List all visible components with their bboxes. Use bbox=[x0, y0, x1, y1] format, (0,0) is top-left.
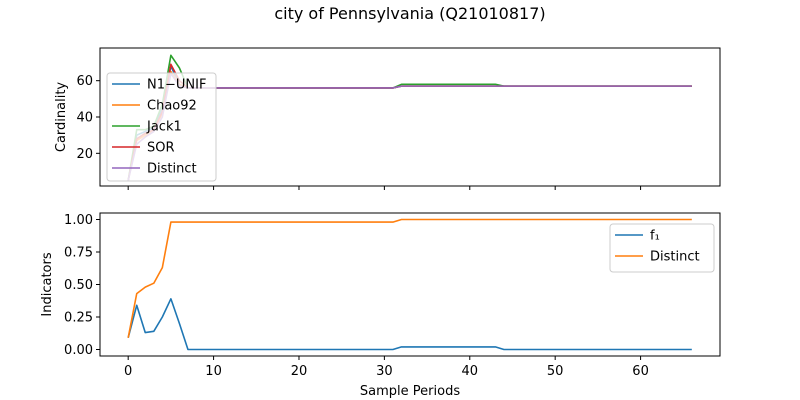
x-tick-label-1-2: 20 bbox=[291, 364, 308, 379]
y-tick-label-0-1: 40 bbox=[76, 111, 93, 126]
y-tick-label-0-0: 20 bbox=[76, 147, 93, 162]
y-axis-label-0: Cardinality bbox=[54, 82, 69, 153]
legend-label-0-3: SOR bbox=[147, 141, 175, 156]
legend-0: N1−UNIF Chao92 Jack1 SOR Distinct bbox=[106, 72, 217, 182]
x-tick-label-1-3: 30 bbox=[376, 364, 393, 379]
legend-label-0-2: Jack1 bbox=[146, 120, 182, 135]
x-tick-label-1-4: 40 bbox=[462, 364, 479, 379]
legend-box-0 bbox=[106, 72, 217, 182]
legend-label-0-0: N1−UNIF bbox=[147, 78, 206, 93]
legend-box-1 bbox=[609, 223, 715, 273]
x-tick-label-1-5: 50 bbox=[547, 364, 564, 379]
legend-label-0-4: Distinct bbox=[147, 162, 197, 177]
legend-label-1-1: Distinct bbox=[650, 250, 700, 265]
axes-bottom: 0.00 0.25 0.50 0.75 1.00 0 10 20 30 40 50 60 Indicat… bbox=[40, 212, 721, 399]
x-tick-label-1-0: 0 bbox=[124, 364, 132, 379]
y-axis-label-1: Indicators bbox=[40, 252, 55, 316]
y-tick-label-0-2: 60 bbox=[76, 74, 93, 89]
y-tick-label-1-0: 0.00 bbox=[64, 343, 93, 358]
x-tick-label-1-1: 10 bbox=[205, 364, 222, 379]
x-tick-label-1-6: 60 bbox=[632, 364, 649, 379]
y-tick-label-1-3: 0.75 bbox=[64, 246, 93, 261]
y-tick-label-1-4: 1.00 bbox=[64, 213, 93, 228]
y-tick-label-1-2: 0.50 bbox=[64, 278, 93, 293]
y-tick-label-1-1: 0.25 bbox=[64, 311, 93, 326]
legend-label-0-1: Chao92 bbox=[147, 99, 197, 114]
axes-top: 20 40 60 Cardinality N1−UNIF Chao92 Jack1 SOR Di… bbox=[54, 47, 721, 190]
x-axis-label-1: Sample Periods bbox=[360, 384, 460, 399]
legend-1: f₁ Distinct bbox=[609, 223, 715, 273]
figure-title: city of Pennsylvania (Q21010817) bbox=[274, 4, 545, 23]
series-line-1-1 bbox=[127, 218, 692, 338]
series-line-1-0 bbox=[127, 298, 692, 351]
legend-label-1-0: f₁ bbox=[650, 229, 660, 244]
